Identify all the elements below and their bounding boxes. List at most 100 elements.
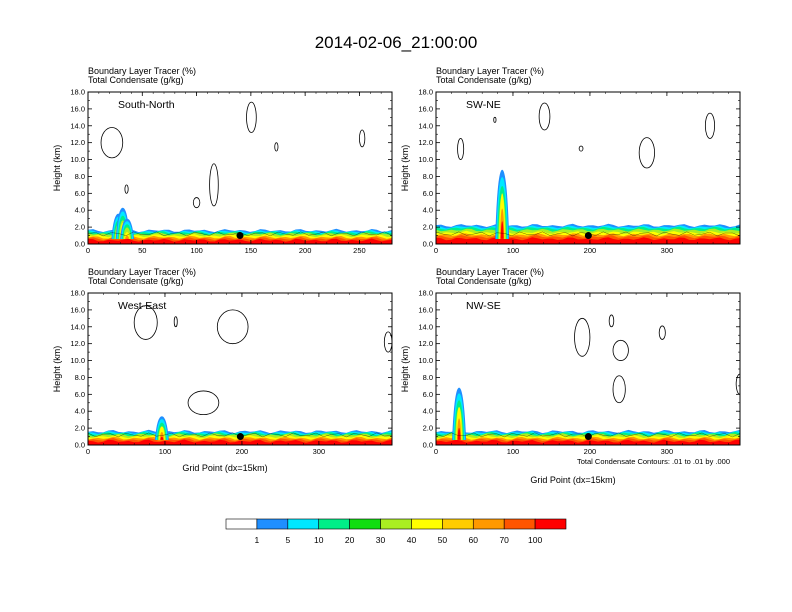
panel-label: South-North bbox=[118, 99, 175, 111]
x-tick-label: 0 bbox=[434, 246, 438, 255]
x-tick-label: 200 bbox=[584, 447, 597, 456]
x-tick-label: 300 bbox=[661, 246, 674, 255]
location-marker bbox=[236, 433, 244, 441]
panel-subtitle-condensate: Total Condensate (g/kg) bbox=[88, 75, 184, 85]
x-tick-label: 250 bbox=[353, 246, 366, 255]
y-tick-label: 12.0 bbox=[418, 138, 433, 147]
panel-label: SW-NE bbox=[466, 99, 501, 111]
y-tick-label: 0.0 bbox=[423, 441, 433, 450]
panels-group: Boundary Layer Tracer (%)Total Condensat… bbox=[52, 66, 741, 485]
x-tick-label: 200 bbox=[584, 246, 597, 255]
y-axis-label: Height (km) bbox=[400, 346, 410, 393]
tracer-layer-8 bbox=[88, 439, 392, 445]
condensate-contour-4 bbox=[187, 390, 220, 415]
y-axis-label: Height (km) bbox=[52, 346, 62, 393]
tracer-layer-8 bbox=[436, 439, 740, 445]
y-tick-label: 2.0 bbox=[75, 223, 85, 232]
panel-frame bbox=[435, 91, 741, 245]
condensate-contour-3 bbox=[612, 339, 629, 361]
x-tick-label: 50 bbox=[138, 246, 146, 255]
x-tick-label: 100 bbox=[159, 447, 172, 456]
y-tick-label: 18.0 bbox=[418, 289, 433, 298]
y-tick-label: 18.0 bbox=[418, 88, 433, 97]
panel-4: Boundary Layer Tracer (%) Total Condensat… bbox=[400, 267, 741, 485]
condensate-contour-1 bbox=[133, 305, 158, 340]
x-tick-label: 150 bbox=[245, 246, 258, 255]
condensate-contour-3 bbox=[538, 102, 551, 131]
y-tick-label: 2.0 bbox=[75, 424, 85, 433]
y-axis-label: Height (km) bbox=[400, 145, 410, 192]
location-marker bbox=[584, 232, 592, 240]
panel-subtitle-condensate: Total Condensate (g/kg) bbox=[88, 276, 184, 286]
condensate-contour-2 bbox=[173, 316, 178, 328]
condensate-contour-6 bbox=[704, 112, 716, 139]
y-tick-label: 4.0 bbox=[75, 407, 85, 416]
y-tick-label: 0.0 bbox=[423, 240, 433, 249]
colorbar-swatch bbox=[225, 518, 258, 530]
y-tick-label: 14.0 bbox=[418, 322, 433, 331]
y-tick-label: 16.0 bbox=[418, 305, 433, 314]
colorbar-label: 30 bbox=[376, 535, 386, 545]
x-tick-label: 300 bbox=[661, 447, 674, 456]
x-tick-label: 0 bbox=[434, 447, 438, 456]
panel-plot-area bbox=[436, 314, 740, 445]
x-tick-label: 100 bbox=[507, 447, 520, 456]
y-tick-label: 6.0 bbox=[75, 189, 85, 198]
y-tick-label: 8.0 bbox=[75, 373, 85, 382]
x-tick-label: 0 bbox=[86, 246, 90, 255]
colorbar: 1 5 10 20 30 40 50 60 70 100 bbox=[225, 518, 567, 545]
x-tick-label: 200 bbox=[299, 246, 312, 255]
panel-plot-area bbox=[436, 102, 740, 244]
panel-subtitle-tracer: Boundary Layer Tracer (%) bbox=[88, 66, 196, 76]
condensate-contour-5 bbox=[246, 101, 257, 133]
y-tick-label: 6.0 bbox=[75, 390, 85, 399]
condensate-contour-1 bbox=[574, 317, 591, 357]
colorbar-label: 10 bbox=[314, 535, 324, 545]
condensate-contour-1 bbox=[457, 138, 465, 160]
plume-3-level-6 bbox=[124, 235, 130, 239]
condensate-contour-5 bbox=[735, 373, 740, 395]
panel-frame bbox=[435, 292, 741, 446]
x-axis-label: Grid Point (dx=15km) bbox=[530, 475, 615, 485]
colorbar-swatch bbox=[256, 518, 289, 530]
condensate-contour-3 bbox=[192, 197, 201, 209]
colorbar-swatch bbox=[503, 518, 536, 530]
x-tick-label: 0 bbox=[86, 447, 90, 456]
y-tick-label: 0.0 bbox=[75, 441, 85, 450]
colorbar-swatch bbox=[287, 518, 320, 530]
y-tick-label: 8.0 bbox=[423, 172, 433, 181]
colorbar-swatch bbox=[442, 518, 474, 530]
condensate-contour-3 bbox=[216, 309, 249, 345]
condensate-contour-5 bbox=[638, 137, 655, 169]
condensate-contour-6 bbox=[612, 375, 626, 404]
x-tick-label: 100 bbox=[190, 246, 203, 255]
condensate-contour-2 bbox=[608, 314, 615, 328]
panel-label: NW-SE bbox=[466, 300, 501, 312]
y-axis-label: Height (km) bbox=[52, 145, 62, 192]
y-tick-label: 12.0 bbox=[70, 339, 85, 348]
condensate-contour-5 bbox=[383, 331, 392, 353]
y-tick-label: 10.0 bbox=[70, 155, 85, 164]
y-tick-label: 10.0 bbox=[418, 356, 433, 365]
panel-plot-area bbox=[88, 305, 392, 445]
y-tick-label: 10.0 bbox=[70, 356, 85, 365]
y-tick-label: 12.0 bbox=[418, 339, 433, 348]
panel-subtitle-tracer: Boundary Layer Tracer (%) bbox=[436, 267, 544, 277]
colorbar-label: 100 bbox=[528, 535, 542, 545]
condensate-contour-4 bbox=[578, 145, 584, 152]
y-tick-label: 10.0 bbox=[418, 155, 433, 164]
y-tick-label: 6.0 bbox=[423, 189, 433, 198]
contour-note: Total Condensate Contours: .01 to .01 by… bbox=[577, 457, 730, 466]
location-marker bbox=[584, 433, 592, 441]
colorbar-label: 1 bbox=[255, 535, 260, 545]
colorbar-swatch bbox=[318, 518, 350, 530]
colorbar-label: 20 bbox=[345, 535, 355, 545]
location-marker bbox=[236, 232, 244, 240]
y-tick-label: 12.0 bbox=[70, 138, 85, 147]
y-tick-label: 6.0 bbox=[423, 390, 433, 399]
y-tick-label: 4.0 bbox=[423, 407, 433, 416]
y-tick-label: 8.0 bbox=[75, 172, 85, 181]
plume-1-level-7 bbox=[160, 436, 164, 440]
y-tick-label: 16.0 bbox=[418, 104, 433, 113]
colorbar-label: 60 bbox=[469, 535, 479, 545]
